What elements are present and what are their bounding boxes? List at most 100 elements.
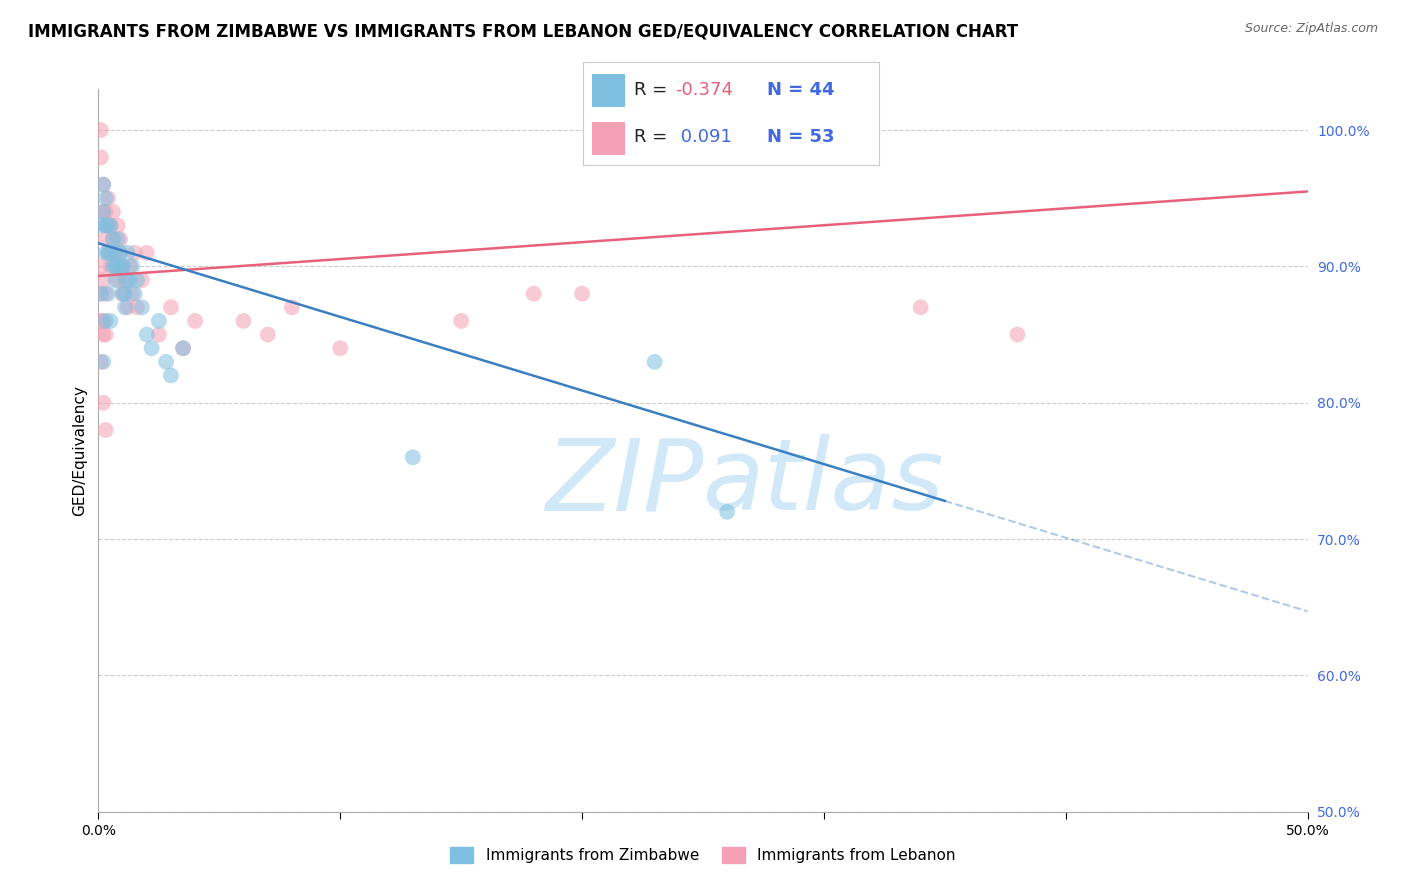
Point bbox=[910, 301, 932, 315]
Point bbox=[94, 423, 117, 437]
Point bbox=[91, 178, 114, 192]
Point bbox=[141, 341, 163, 355]
Point bbox=[329, 341, 352, 355]
Point bbox=[111, 286, 134, 301]
Point bbox=[101, 232, 124, 246]
Point bbox=[91, 314, 114, 328]
Point bbox=[97, 245, 120, 260]
Point bbox=[172, 341, 194, 355]
Text: ZIP: ZIP bbox=[544, 434, 703, 532]
Point bbox=[450, 314, 472, 328]
Point bbox=[117, 301, 139, 315]
Point bbox=[111, 260, 134, 274]
Bar bbox=[592, 74, 624, 106]
Point bbox=[232, 314, 254, 328]
Bar bbox=[592, 122, 624, 155]
Point bbox=[94, 219, 117, 233]
Point bbox=[644, 355, 666, 369]
Point bbox=[118, 273, 141, 287]
Point bbox=[100, 260, 122, 274]
Point bbox=[100, 314, 122, 328]
Point bbox=[160, 368, 183, 383]
Point bbox=[91, 273, 114, 287]
Point bbox=[111, 260, 134, 274]
Point bbox=[94, 219, 117, 233]
Text: N = 44: N = 44 bbox=[766, 81, 834, 99]
Text: N = 53: N = 53 bbox=[766, 128, 834, 146]
Point bbox=[118, 260, 141, 274]
Point bbox=[90, 150, 112, 164]
Point bbox=[127, 273, 149, 287]
Point bbox=[90, 314, 112, 328]
Point bbox=[100, 219, 122, 233]
Legend: Immigrants from Zimbabwe, Immigrants from Lebanon: Immigrants from Zimbabwe, Immigrants fro… bbox=[444, 841, 962, 869]
Point bbox=[107, 232, 129, 246]
Point bbox=[155, 355, 177, 369]
Point bbox=[91, 327, 114, 342]
Point bbox=[121, 286, 143, 301]
Point bbox=[97, 191, 120, 205]
Point bbox=[111, 286, 134, 301]
Point bbox=[523, 286, 546, 301]
Point bbox=[127, 301, 149, 315]
Point bbox=[97, 219, 120, 233]
Point bbox=[135, 245, 157, 260]
Point bbox=[121, 260, 143, 274]
Point bbox=[90, 219, 112, 233]
Point bbox=[90, 286, 112, 301]
Text: -0.374: -0.374 bbox=[675, 81, 733, 99]
Point bbox=[104, 260, 127, 274]
Point bbox=[402, 450, 425, 465]
Point bbox=[94, 232, 117, 246]
Point bbox=[256, 327, 278, 342]
Point bbox=[90, 123, 112, 137]
Point bbox=[101, 205, 124, 219]
Point bbox=[281, 301, 304, 315]
Point bbox=[94, 327, 117, 342]
Point bbox=[1007, 327, 1029, 342]
Point bbox=[104, 273, 127, 287]
Point bbox=[90, 260, 112, 274]
Y-axis label: GED/Equivalency: GED/Equivalency bbox=[72, 385, 87, 516]
Point bbox=[124, 286, 146, 301]
Point bbox=[97, 286, 120, 301]
Point bbox=[101, 232, 124, 246]
Point bbox=[131, 301, 153, 315]
Point bbox=[94, 191, 117, 205]
Point bbox=[90, 286, 112, 301]
Point bbox=[148, 314, 170, 328]
Point bbox=[91, 396, 114, 410]
Point bbox=[91, 205, 114, 219]
Point bbox=[91, 205, 114, 219]
Point bbox=[148, 327, 170, 342]
Point bbox=[91, 178, 114, 192]
Point bbox=[97, 245, 120, 260]
Text: Source: ZipAtlas.com: Source: ZipAtlas.com bbox=[1244, 22, 1378, 36]
Point bbox=[104, 245, 127, 260]
Point bbox=[114, 286, 136, 301]
Text: R =: R = bbox=[634, 128, 672, 146]
Text: 0.091: 0.091 bbox=[675, 128, 733, 146]
Point bbox=[100, 245, 122, 260]
Point bbox=[104, 260, 127, 274]
Point bbox=[94, 314, 117, 328]
Point bbox=[91, 355, 114, 369]
Point bbox=[101, 260, 124, 274]
Point bbox=[571, 286, 593, 301]
Point bbox=[94, 205, 117, 219]
Point bbox=[104, 245, 127, 260]
Point bbox=[131, 273, 153, 287]
Point bbox=[172, 341, 194, 355]
Point bbox=[184, 314, 207, 328]
Point bbox=[94, 245, 117, 260]
Point bbox=[108, 245, 131, 260]
Point bbox=[108, 260, 131, 274]
Point bbox=[135, 327, 157, 342]
Point bbox=[160, 301, 183, 315]
Point bbox=[117, 273, 139, 287]
Point bbox=[107, 260, 129, 274]
Point bbox=[90, 355, 112, 369]
Text: R =: R = bbox=[634, 81, 672, 99]
Text: IMMIGRANTS FROM ZIMBABWE VS IMMIGRANTS FROM LEBANON GED/EQUIVALENCY CORRELATION : IMMIGRANTS FROM ZIMBABWE VS IMMIGRANTS F… bbox=[28, 22, 1018, 40]
Point bbox=[108, 245, 131, 260]
